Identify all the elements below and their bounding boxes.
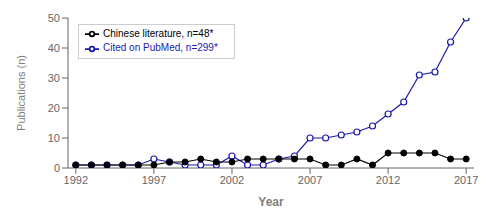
svg-text:Year: Year — [258, 195, 284, 209]
svg-text:10: 10 — [48, 132, 60, 144]
svg-text:50: 50 — [48, 12, 60, 24]
svg-text:20: 20 — [48, 102, 60, 114]
html-text:Chinese literature, n=48*: Chinese literature, n=48* — [103, 28, 214, 39]
svg-text:Publications (n): Publications (n) — [15, 55, 27, 131]
svg-text:2007: 2007 — [298, 174, 322, 186]
svg-text:1992: 1992 — [64, 174, 88, 186]
svg-text:2017: 2017 — [454, 174, 478, 186]
svg-text:2012: 2012 — [376, 174, 400, 186]
svg-text:2002: 2002 — [220, 174, 244, 186]
svg-text:0: 0 — [54, 162, 60, 174]
html-text:Cited on PubMed, n=299*: Cited on PubMed, n=299* — [103, 42, 218, 54]
svg-text:40: 40 — [48, 42, 60, 54]
svg-text:1997: 1997 — [142, 174, 166, 186]
svg-text:30: 30 — [48, 72, 60, 84]
